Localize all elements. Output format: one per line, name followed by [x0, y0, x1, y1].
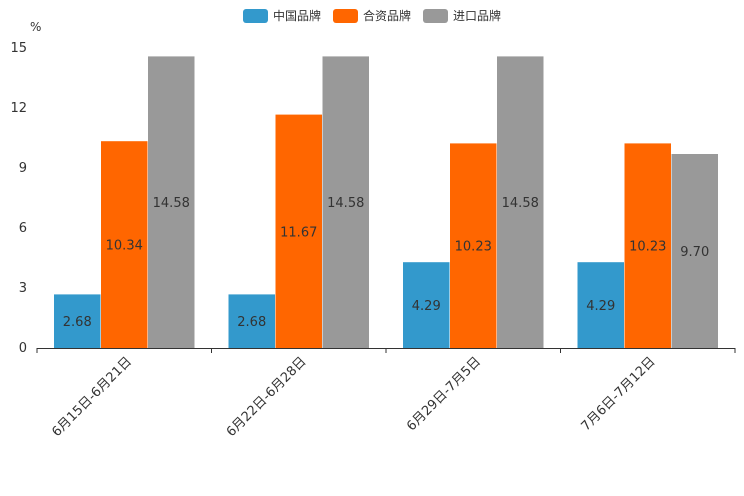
bar-value-label: 14.58 [327, 196, 364, 211]
bar [403, 262, 450, 348]
bar-value-label: 14.58 [502, 196, 539, 211]
y-tick-label: 3 [19, 281, 27, 296]
bar [228, 294, 275, 348]
legend-label-china-brand: 中国品牌 [272, 9, 321, 23]
bar [624, 143, 671, 348]
bar-value-label: 4.29 [412, 299, 441, 314]
bar [148, 56, 195, 349]
bar [577, 262, 624, 348]
bar-value-label: 2.68 [237, 315, 266, 330]
x-tick-label: 6月22日-6月28日 [224, 354, 310, 440]
legend-swatch-import-brand [423, 8, 448, 23]
bar [322, 56, 369, 349]
y-tick-label: 15 [10, 41, 27, 56]
bar-value-label: 4.29 [586, 299, 615, 314]
bar-value-label: 14.58 [153, 196, 190, 211]
bar [450, 143, 497, 348]
y-tick-label: 0 [19, 341, 27, 356]
y-tick-label: 6 [19, 221, 27, 236]
y-axis-unit: % [30, 20, 42, 34]
bar [497, 56, 544, 349]
legend-label-import-brand: 进口品牌 [453, 9, 502, 23]
legend-item-import-brand[interactable]: 进口品牌 [423, 7, 501, 24]
legend-swatch-china-brand [242, 8, 268, 23]
y-tick-label: 12 [10, 101, 27, 116]
x-tick-label: 7月6日-7月12日 [579, 354, 659, 434]
bar-value-label: 10.23 [455, 240, 492, 255]
y-tick-label: 9 [19, 161, 27, 176]
bar-value-label: 11.67 [280, 225, 317, 240]
legend-swatch-joint-venture-brand [332, 8, 358, 23]
x-tick-label: 6月29日-7月5日 [404, 354, 484, 434]
bar-value-label: 10.34 [106, 239, 143, 254]
bar [54, 294, 101, 348]
bar [275, 114, 322, 348]
chart-legend: 中国品牌 合资品牌 进口品牌 [0, 7, 744, 24]
x-tick-label: 6月15日-6月21日 [49, 354, 135, 440]
legend-label-joint-venture-brand: 合资品牌 [362, 9, 411, 23]
legend-item-china-brand[interactable]: 中国品牌 [242, 7, 321, 24]
bar [101, 141, 148, 348]
legend-item-joint-venture-brand[interactable]: 合资品牌 [332, 7, 411, 24]
bar [671, 154, 718, 348]
bar-value-label: 10.23 [629, 240, 666, 255]
bar-value-label: 9.70 [680, 245, 709, 260]
bar-value-label: 2.68 [63, 315, 92, 330]
